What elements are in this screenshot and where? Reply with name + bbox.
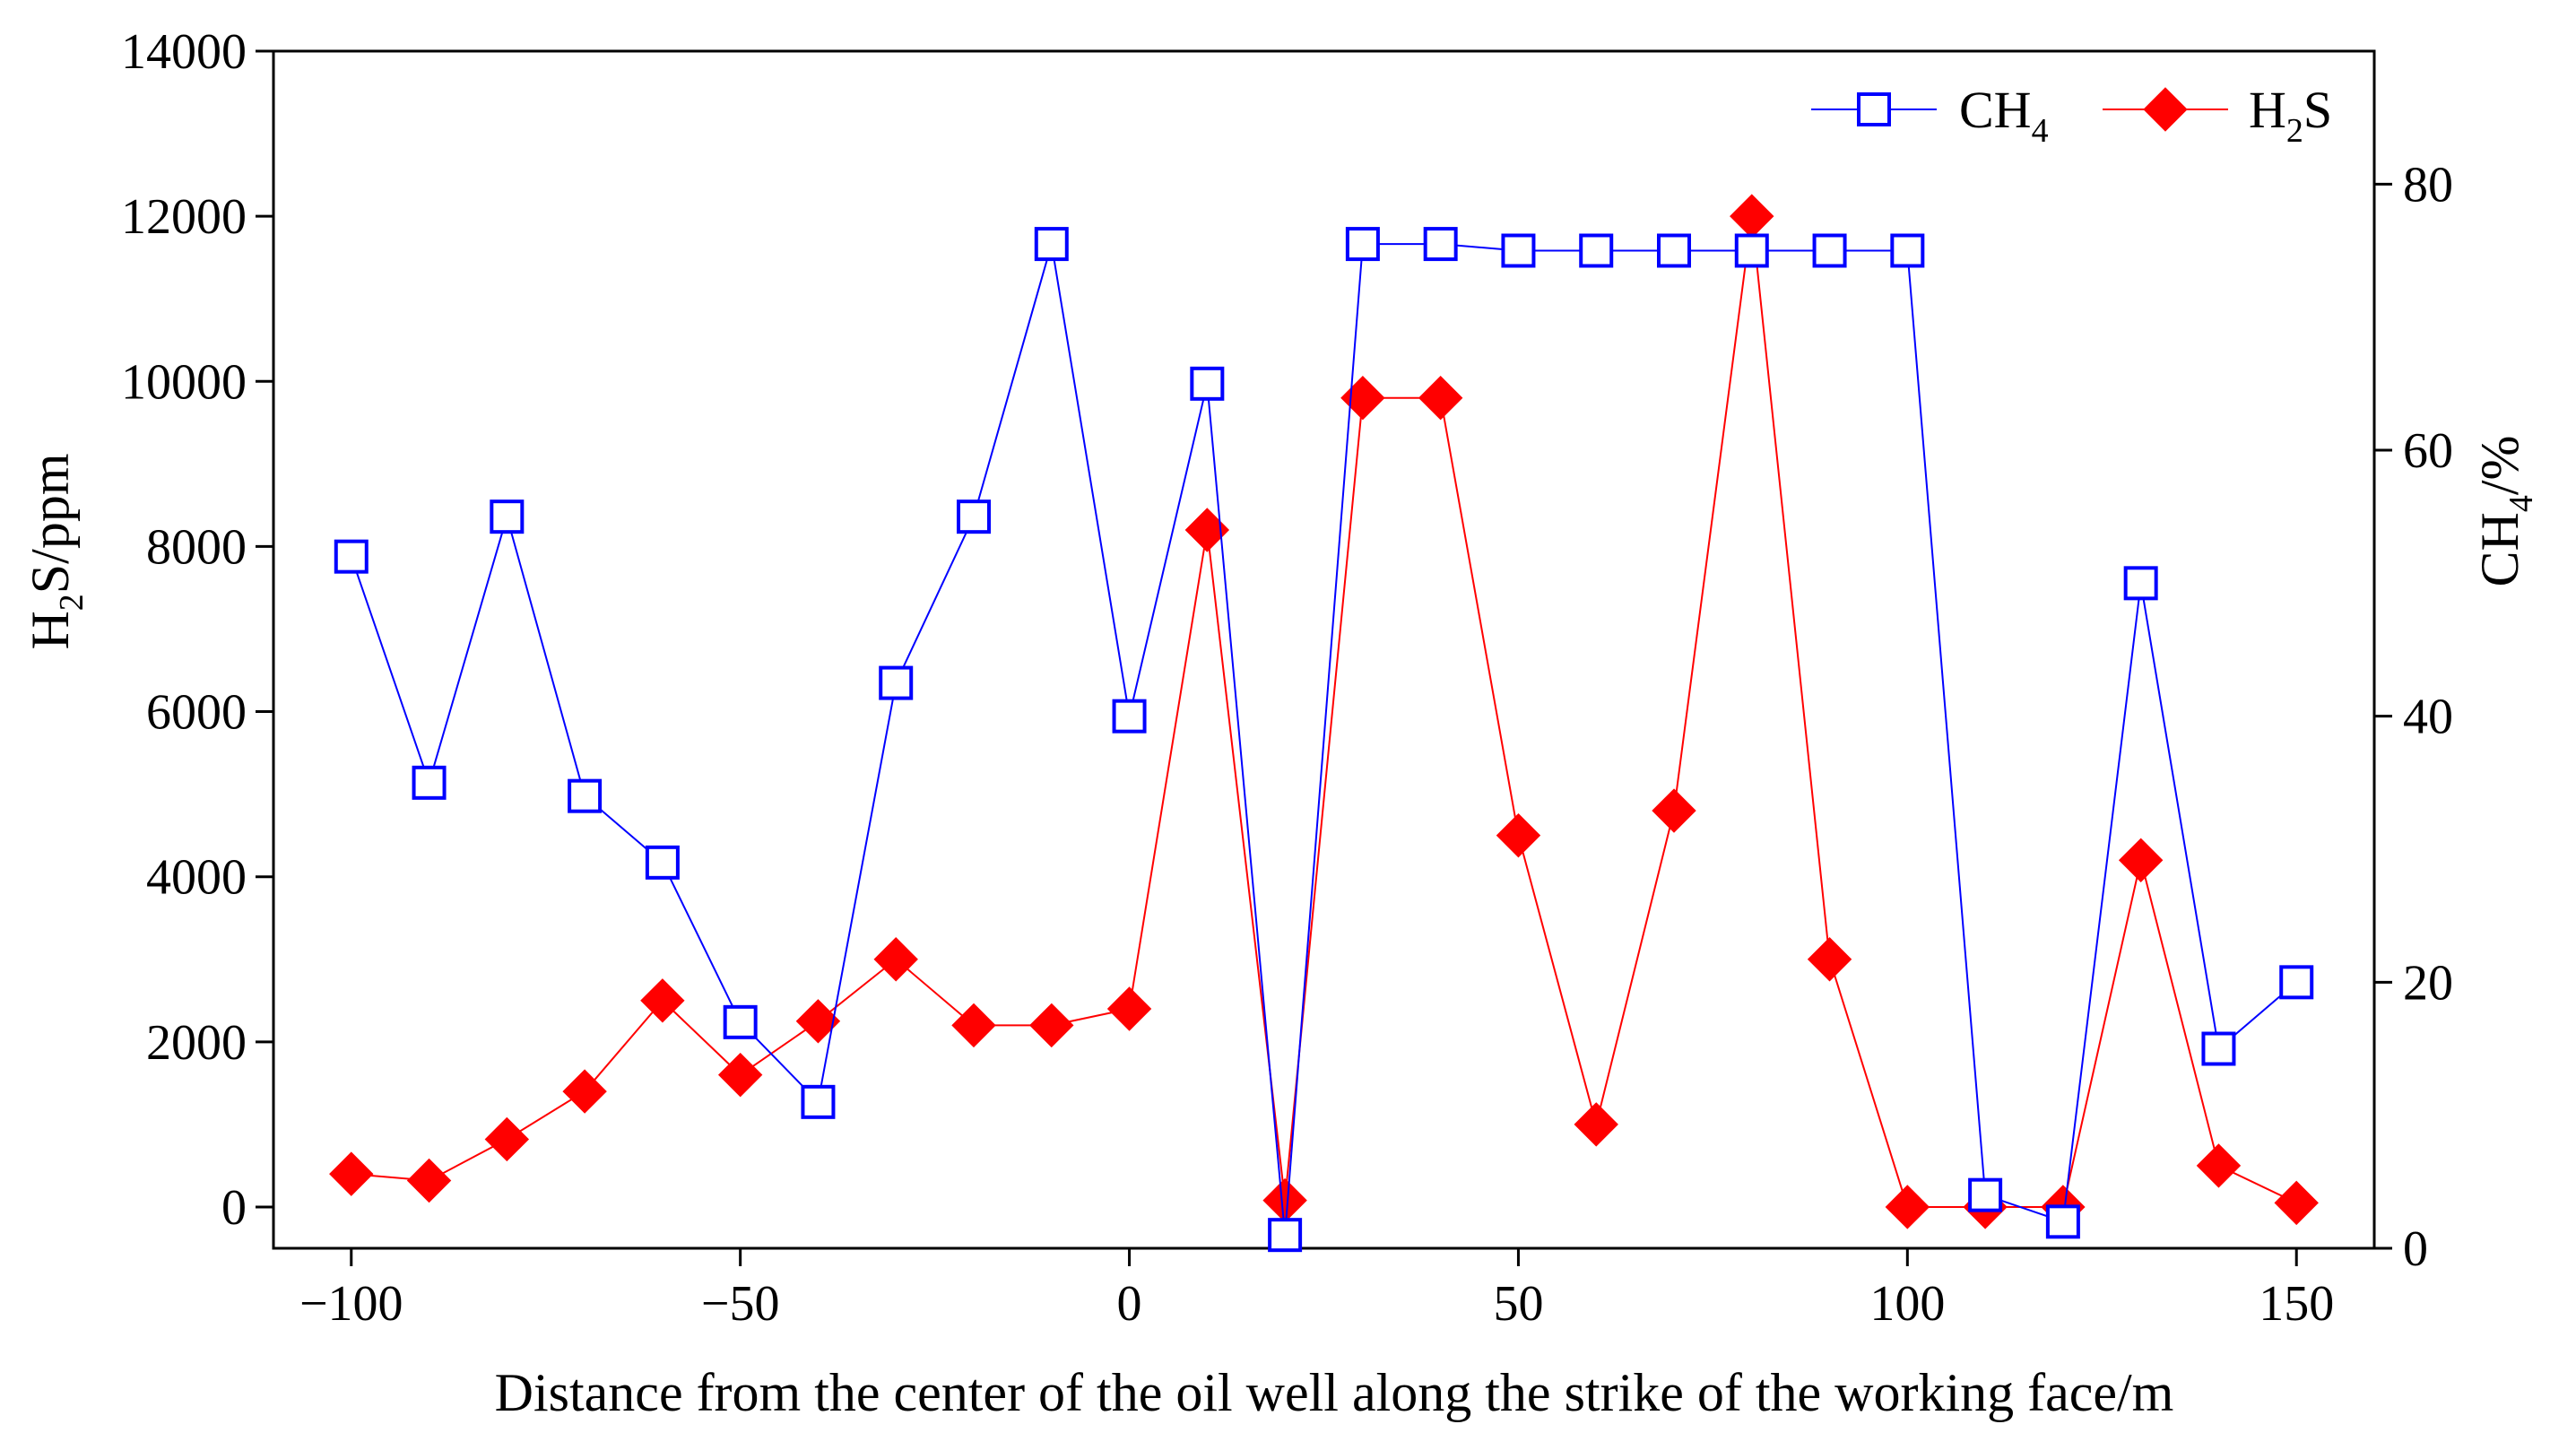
y-left-tick-label: 12000: [121, 189, 247, 245]
series-ch4-point: [801, 1084, 836, 1119]
plot-frame: [272, 49, 2376, 1250]
series-ch4-point: [1268, 1218, 1303, 1253]
series-ch4-point: [2279, 965, 2314, 1000]
series-ch4-point: [1968, 1177, 2003, 1212]
y-left-tick-label: 8000: [146, 519, 247, 575]
series-h2s-point: [1496, 812, 1541, 858]
y-left-tick-label: 14000: [121, 24, 247, 80]
legend-h2s-marker: [2143, 87, 2188, 132]
series-h2s-point: [1340, 375, 1385, 421]
series-ch4-line: [350, 243, 2297, 1236]
plot-border: [272, 49, 2376, 1250]
series-ch4-point: [1345, 227, 1380, 262]
series-ch4-point: [1501, 233, 1536, 268]
series-ch4-point: [957, 499, 991, 534]
series-ch4-point: [2201, 1031, 2236, 1066]
x-tick-label: −50: [701, 1276, 780, 1332]
y-axis-left: 0 2000 4000 6000 8000 10000 12000 14000: [121, 24, 273, 1236]
series-ch4-point: [1890, 233, 1925, 268]
y-axis-left-title: H2S/ppm: [21, 453, 91, 649]
series-h2s-point: [1184, 508, 1230, 552]
y-left-tick-label: 0: [221, 1180, 247, 1236]
series-ch4-point: [1579, 233, 1614, 268]
series-ch4-point: [412, 765, 447, 800]
series-h2s-point: [795, 999, 841, 1044]
series-h2s-point: [1106, 986, 1152, 1031]
series-ch4-point: [879, 665, 914, 700]
x-tick-label: 100: [1869, 1276, 1945, 1332]
legend-ch4-marker: [1857, 92, 1891, 126]
series-ch4-point: [1034, 227, 1069, 262]
y-right-tick-label: 40: [2403, 690, 2453, 745]
series-layer: [329, 194, 2319, 1253]
series-ch4-point: [1190, 366, 1225, 401]
series-h2s-point: [2274, 1180, 2319, 1226]
series-h2s: [329, 194, 2319, 1229]
series-h2s-point: [329, 1151, 374, 1196]
series-h2s-point: [1885, 1185, 1930, 1229]
y-right-tick-label: 0: [2403, 1221, 2428, 1277]
x-axis-title: Distance from the center of the oil well…: [495, 1363, 2174, 1422]
series-h2s-point: [1574, 1102, 1618, 1147]
series-ch4-point: [1657, 233, 1691, 268]
series-h2s-point: [2196, 1143, 2242, 1188]
y-axis-right-title: CH4/%: [2470, 435, 2540, 586]
series-h2s-point: [1262, 1177, 1307, 1223]
y-right-tick-label: 80: [2403, 157, 2453, 213]
x-tick-label: −100: [299, 1276, 403, 1332]
series-ch4-point: [1734, 233, 1769, 268]
legend-ch4-label: CH4: [1959, 81, 2049, 150]
series-h2s-point: [2118, 838, 2164, 882]
series-ch4-point: [645, 845, 680, 880]
series-ch4-point: [568, 778, 603, 813]
x-tick-label: 150: [2259, 1276, 2334, 1332]
y-left-tick-label: 10000: [121, 354, 247, 410]
series-ch4-point: [2045, 1204, 2080, 1239]
series-ch4-point: [1112, 699, 1147, 734]
series-ch4-point: [723, 1004, 758, 1039]
series-h2s-line: [351, 216, 2297, 1208]
series-h2s-point: [873, 937, 918, 982]
y-axis-right: 0 20 40 60 80: [2374, 157, 2453, 1277]
x-tick-label: 50: [1493, 1276, 1543, 1332]
series-h2s-point: [562, 1069, 607, 1114]
series-h2s-point: [1807, 937, 1852, 982]
legend-h2s-label: H2S: [2249, 81, 2332, 150]
legend: CH4 H2S: [1811, 81, 2332, 150]
series-ch4-point: [334, 539, 369, 574]
y-left-tick-label: 6000: [146, 685, 247, 741]
x-axis: −100 −50 0 50 100 150: [299, 1248, 2334, 1332]
series-h2s-point: [1418, 375, 1463, 421]
series-h2s-point: [640, 978, 685, 1023]
series-h2s-point: [1029, 1003, 1074, 1048]
series-ch4-point: [490, 499, 525, 534]
series-ch4-point: [1812, 233, 1847, 268]
y-right-tick-label: 60: [2403, 423, 2453, 479]
y-left-tick-label: 2000: [146, 1015, 247, 1071]
series-ch4-point: [2123, 566, 2158, 601]
x-tick-label: 0: [1117, 1276, 1142, 1332]
series-h2s-point: [406, 1158, 452, 1203]
series-h2s-point: [484, 1116, 530, 1162]
series-ch4-point: [1423, 227, 1458, 262]
series-h2s-point: [951, 1003, 996, 1048]
series-ch4: [334, 227, 2314, 1253]
y-left-tick-label: 4000: [146, 850, 247, 906]
series-h2s-point: [717, 1052, 763, 1098]
series-h2s-point: [1730, 194, 1774, 239]
series-h2s-point: [1652, 788, 1696, 833]
y-right-tick-label: 20: [2403, 955, 2453, 1011]
